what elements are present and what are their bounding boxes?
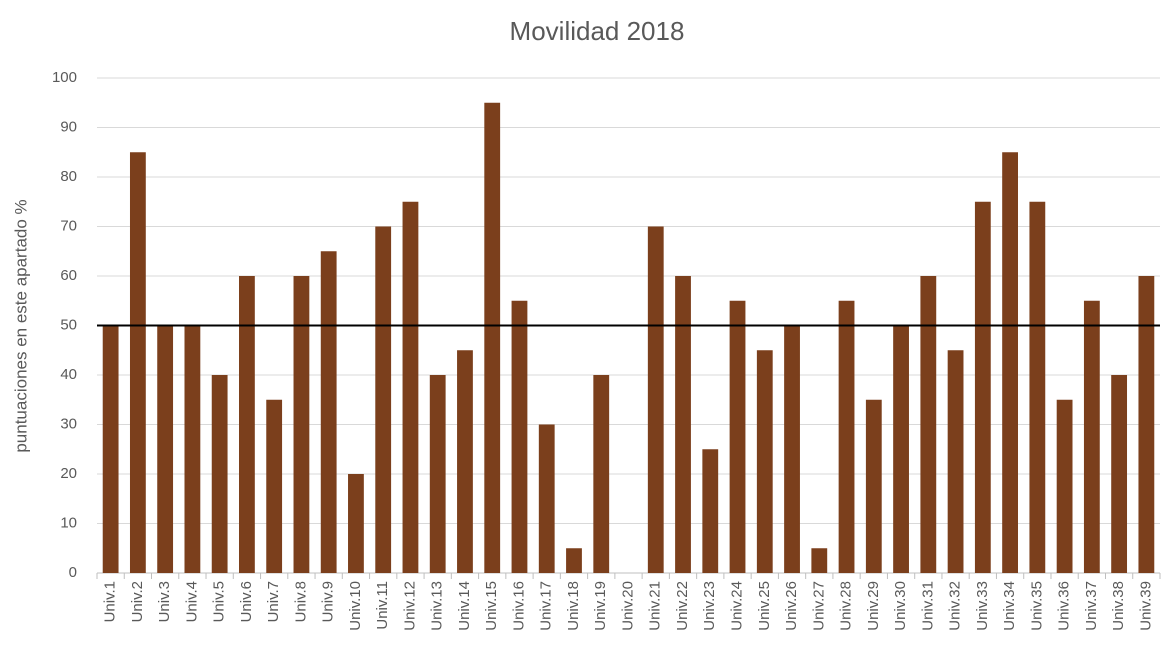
- x-tick-label: Univ.25: [756, 581, 773, 631]
- y-tick-label: 90: [60, 118, 77, 135]
- x-tick-label: Univ.28: [838, 581, 855, 631]
- chart-title: Movilidad 2018: [510, 16, 685, 46]
- x-tick-label: Univ.12: [401, 581, 418, 631]
- x-tick-label: Univ.2: [129, 581, 146, 622]
- x-tick-label: Univ.4: [183, 581, 200, 622]
- y-tick-label: 20: [60, 465, 77, 482]
- bar: [157, 325, 174, 573]
- bar: [102, 325, 119, 573]
- bar: [675, 276, 691, 573]
- bar: [348, 474, 364, 573]
- bar: [511, 300, 528, 573]
- x-tick-label: Univ.23: [701, 581, 718, 631]
- x-tick-label: Univ.7: [265, 581, 282, 622]
- y-axis-label: puntuaciones en este apartado %: [11, 199, 30, 452]
- x-tick-label: Univ.29: [865, 581, 882, 631]
- x-tick-label: Univ.20: [619, 581, 636, 631]
- bar: [239, 276, 255, 573]
- x-tick-label: Univ.33: [974, 581, 991, 631]
- x-tick-label: Univ.3: [156, 581, 173, 622]
- x-tick-label: Univ.22: [674, 581, 691, 631]
- x-tick-label: Univ.38: [1110, 581, 1127, 631]
- x-tick-label: Univ.30: [892, 581, 909, 631]
- x-tick-label: Univ.26: [783, 581, 800, 631]
- bar: [402, 201, 419, 573]
- bar: [320, 251, 337, 573]
- x-tick-label: Univ.19: [592, 581, 609, 631]
- bar: [211, 375, 228, 573]
- bar: [647, 226, 664, 573]
- bar: [947, 350, 964, 573]
- bar: [865, 399, 882, 573]
- bar: [1029, 201, 1046, 573]
- x-tick-label: Univ.39: [1137, 581, 1154, 631]
- x-tick-label: Univ.13: [429, 581, 446, 631]
- bar: [756, 350, 773, 573]
- x-tick-label: Univ.6: [238, 581, 255, 622]
- y-tick-label: 0: [69, 564, 77, 581]
- x-tick-label: Univ.34: [1001, 581, 1018, 631]
- bar: [457, 350, 473, 573]
- bar: [1138, 276, 1155, 573]
- x-tick-label: Univ.14: [456, 581, 473, 631]
- y-tick-label: 30: [60, 415, 77, 432]
- bar: [429, 375, 446, 573]
- x-tick-label: Univ.21: [647, 581, 664, 631]
- x-tick-label: Univ.27: [810, 581, 827, 631]
- x-tick-label: Univ.15: [483, 581, 500, 631]
- y-tick-label: 80: [60, 168, 77, 185]
- bar: [266, 399, 283, 573]
- x-tick-label: Univ.35: [1028, 581, 1045, 631]
- x-tick-label: Univ.18: [565, 581, 582, 631]
- x-tick-label: Univ.11: [374, 581, 391, 630]
- bar: [1056, 399, 1073, 573]
- bar: [1111, 375, 1128, 573]
- bar: [920, 276, 937, 573]
- bar: [293, 276, 310, 573]
- x-tick-label: Univ.31: [919, 581, 936, 631]
- x-tick-label: Univ.37: [1083, 581, 1100, 631]
- bar: [784, 325, 800, 573]
- y-tick-label: 40: [60, 366, 77, 383]
- x-tick-label: Univ.9: [320, 581, 337, 622]
- bar: [838, 300, 855, 573]
- x-tick-label: Univ.5: [211, 581, 228, 622]
- x-tick-label: Univ.16: [510, 581, 527, 631]
- bar: [1083, 300, 1100, 573]
- x-tick-label: Univ.32: [947, 581, 964, 631]
- y-tick-label: 60: [60, 267, 77, 284]
- bar: [729, 300, 746, 573]
- bar: [184, 325, 201, 573]
- x-tick-label: Univ.24: [728, 581, 745, 631]
- y-tick-label: 10: [60, 514, 77, 531]
- y-tick-label: 70: [60, 217, 77, 234]
- bar: [375, 226, 392, 573]
- bar: [566, 548, 582, 573]
- bar: [593, 375, 610, 573]
- bar: [811, 548, 828, 573]
- bar: [129, 152, 146, 573]
- bar: [1002, 152, 1018, 573]
- x-tick-label: Univ.17: [538, 581, 555, 631]
- bar: [974, 201, 991, 573]
- x-tick-label: Univ.8: [292, 581, 309, 622]
- x-tick-label: Univ.36: [1056, 581, 1073, 631]
- bar: [538, 424, 555, 573]
- bar: [702, 449, 719, 573]
- x-tick-label: Univ.10: [347, 581, 364, 631]
- bar: [484, 102, 501, 573]
- bar: [893, 325, 909, 573]
- x-tick-label: Univ.1: [102, 581, 119, 622]
- y-tick-label: 50: [60, 316, 77, 333]
- y-tick-label: 100: [52, 69, 77, 86]
